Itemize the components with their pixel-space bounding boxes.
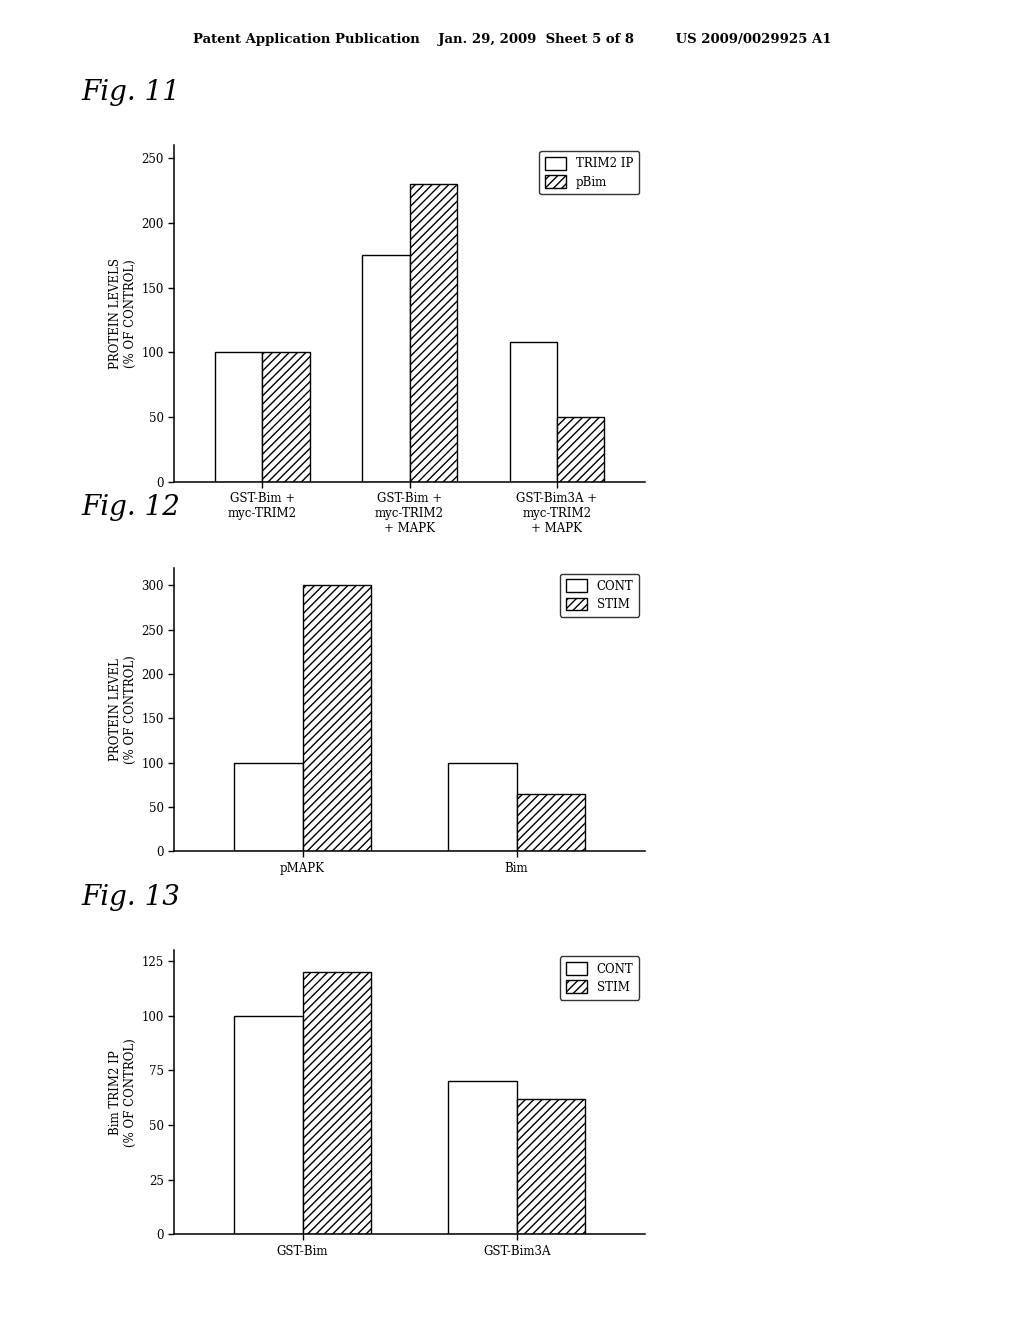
Legend: CONT, STIM: CONT, STIM [560,573,639,616]
Bar [510,342,557,482]
Text: Fig. 13: Fig. 13 [82,884,181,911]
Legend: CONT, STIM: CONT, STIM [560,956,639,999]
Bar [517,793,585,851]
Text: Fig. 11: Fig. 11 [82,79,181,106]
Bar [517,1098,585,1234]
Bar [302,585,371,851]
Text: Fig. 12: Fig. 12 [82,495,181,521]
Bar [362,255,410,482]
Legend: TRIM2 IP, pBim: TRIM2 IP, pBim [540,150,639,194]
Bar [557,417,604,482]
Bar [449,1081,517,1234]
Bar [262,352,309,482]
Bar [449,763,517,851]
Bar [410,183,457,482]
Bar [234,1016,302,1234]
Bar [234,763,302,851]
Y-axis label: PROTEIN LEVELS
(% OF CONTROL): PROTEIN LEVELS (% OF CONTROL) [110,257,137,370]
Text: Patent Application Publication    Jan. 29, 2009  Sheet 5 of 8         US 2009/00: Patent Application Publication Jan. 29, … [193,33,831,46]
Bar [215,352,262,482]
Y-axis label: PROTEIN LEVEL
(% OF CONTROL): PROTEIN LEVEL (% OF CONTROL) [109,655,137,764]
Bar [302,973,371,1234]
Y-axis label: Bim TRIM2 IP
(% OF CONTROL): Bim TRIM2 IP (% OF CONTROL) [110,1038,137,1147]
